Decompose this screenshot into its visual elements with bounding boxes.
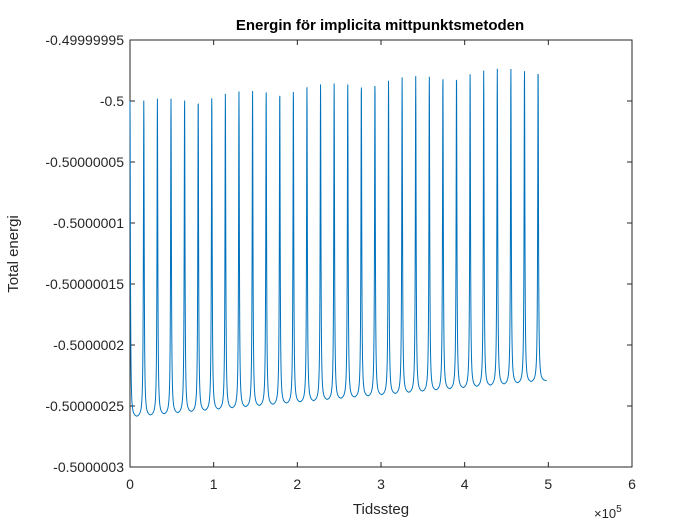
x-axis-label: Tidssteg <box>353 501 409 518</box>
y-tick-label: -0.5 <box>100 93 124 109</box>
y-tick-label: -0.5000003 <box>53 459 124 475</box>
y-axis: -0.49999995 -0.5 -0.50000005 -0.5000001 -0.5… <box>45 32 632 475</box>
x-exponent-label: ×105 <box>594 504 622 521</box>
energy-series-line <box>129 68 547 417</box>
x-tick-label: 6 <box>628 476 636 492</box>
x-tick-label: 0 <box>126 476 134 492</box>
y-tick-label: -0.50000015 <box>45 276 124 292</box>
x-tick-label: 2 <box>293 476 301 492</box>
y-tick-label: -0.49999995 <box>45 32 124 48</box>
x-tick-label: 5 <box>544 476 552 492</box>
y-axis-label: Total energi <box>5 215 22 293</box>
y-tick-label: -0.5000002 <box>53 337 124 353</box>
plot-area <box>129 39 633 468</box>
y-tick-label: -0.50000025 <box>45 398 124 414</box>
y-tick-label: -0.5000001 <box>53 215 124 231</box>
x-axis: 0 1 2 3 4 5 6 <box>126 40 636 492</box>
x-tick-label: 4 <box>461 476 469 492</box>
chart-title: Energin för implicita mittpunktsmetoden <box>236 17 524 34</box>
x-tick-label: 1 <box>210 476 218 492</box>
y-tick-label: -0.50000005 <box>45 154 124 170</box>
x-tick-label: 3 <box>377 476 385 492</box>
